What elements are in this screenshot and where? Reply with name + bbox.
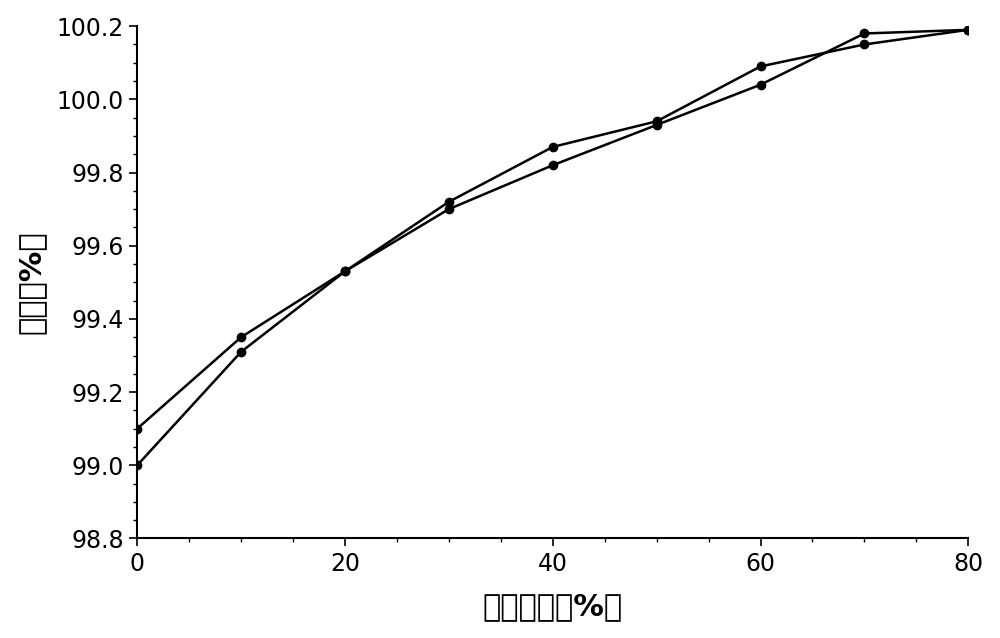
X-axis label: 相对湿度（%）: 相对湿度（%） [483,592,623,621]
Y-axis label: 重量（%）: 重量（%） [17,230,46,334]
